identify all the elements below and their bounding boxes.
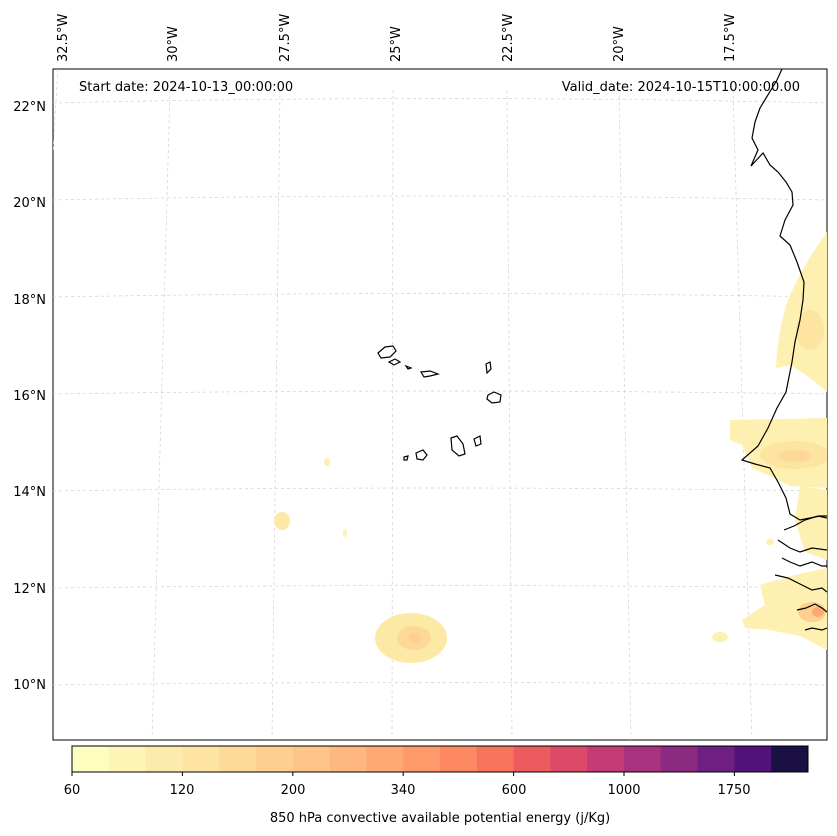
colorbar-frame [71,745,809,773]
lon-label: 30°W [166,26,181,62]
colorbar-swatch [145,746,183,772]
colorbar-swatch [624,746,662,772]
lat-label: 10°N [13,678,46,693]
santa-luzia-island [404,364,413,370]
colorbar-tick-label: 340 [391,783,416,798]
brava-island [403,455,409,461]
maio-island [473,435,482,447]
colorbar-swatch [182,746,220,772]
fogo-island [415,449,428,461]
longitude-labels: 32.5°W 30°W 27.5°W 25°W 22.5°W 20°W 17.5… [56,14,738,62]
lon-label: 27.5°W [278,14,293,62]
colorbar-ticks: 60 120 200 340 600 1000 1750 [64,783,751,798]
valid-date-label: Valid_date: 2024-10-15T10:00:00.00 [562,80,800,95]
lon-label: 20°W [612,26,627,62]
lat-label: 16°N [13,389,46,404]
colorbar-tick-label: 1750 [717,783,750,798]
colorbar-tick-label: 600 [502,783,527,798]
colorbar-swatch [734,746,772,772]
colorbar-swatch [513,746,551,772]
santo-antao-island [377,345,397,359]
sal-island [485,361,492,375]
lat-label: 18°N [13,293,46,308]
lon-label: 22.5°W [501,14,516,62]
colorbar-swatch [72,746,110,772]
santiago-island [450,435,466,457]
colorbar-swatch [256,746,294,772]
colorbar-swatch [440,746,478,772]
colorbar-tick-label: 1000 [607,783,640,798]
start-date-label: Start date: 2024-10-13_00:00:00 [79,80,293,95]
colorbar-swatch [660,746,699,772]
colorbar-swatch [219,746,257,772]
lat-label: 20°N [13,196,46,211]
latitude-labels: 22°N 20°N 18°N 16°N 14°N 12°N 10°N [13,100,46,693]
lat-label: 22°N [13,100,46,115]
boa-vista-island [486,391,502,404]
colorbar-swatch [697,746,735,772]
lon-label: 32.5°W [56,14,71,62]
west-africa-coastline [740,69,827,521]
colorbar-swatch [329,746,367,772]
lon-label: 17.5°W [723,14,738,62]
colorbar-tick-label: 60 [64,783,81,798]
colorbar-tick-label: 120 [170,783,195,798]
lat-label: 14°N [13,485,46,500]
colorbar-swatch [587,746,625,772]
colorbar-swatch [292,746,331,772]
sao-vicente-island [387,358,402,366]
colorbar-tick-label: 200 [281,783,306,798]
lat-label: 12°N [13,582,46,597]
colorbar-tick-marks [71,772,735,776]
cape-blob-coast-mid [795,486,827,560]
lon-label: 25°W [389,26,404,62]
colorbar-swatch [403,746,441,772]
colorbar [72,746,809,772]
graticule [53,69,827,740]
colorbar-label: 850 hPa convective available potential e… [270,811,610,826]
sao-nicolau-island [420,370,441,378]
colorbar-swatch [476,746,515,772]
colorbar-swatch [550,746,588,772]
colorbar-swatch [366,746,404,772]
colorbar-swatch [108,746,147,772]
colorbar-swatch [771,746,809,772]
coastlines [377,69,827,631]
